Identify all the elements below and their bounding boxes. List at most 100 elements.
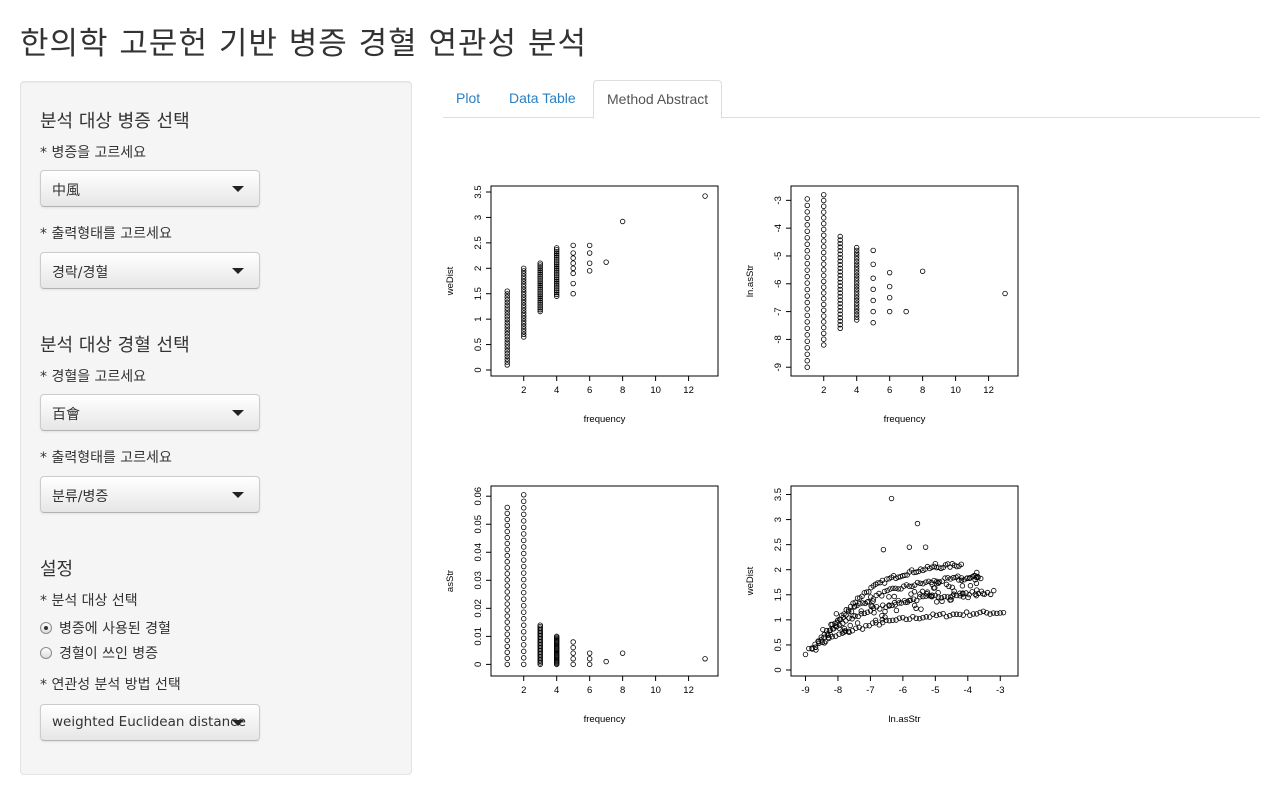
data-point (980, 591, 986, 597)
x-tick-label: 12 (683, 385, 694, 396)
data-point (950, 611, 956, 617)
data-point (521, 550, 527, 557)
y-tick-label: 3.5 (473, 185, 484, 198)
data-point (504, 328, 510, 334)
y-tick-label: 1.5 (473, 287, 484, 300)
data-point (881, 588, 888, 595)
data-point (843, 607, 849, 613)
data-point (990, 610, 997, 616)
data-point (537, 266, 543, 272)
data-point (537, 625, 543, 631)
data-point (853, 303, 860, 309)
chevron-down-icon (232, 268, 244, 274)
acupoint-select[interactable]: 百會 (40, 394, 260, 431)
data-point (537, 262, 543, 268)
data-point (957, 611, 963, 618)
radio-button[interactable] (40, 647, 52, 659)
y-axis-label: asStr (445, 570, 456, 592)
data-point (521, 524, 527, 531)
data-point (854, 620, 861, 626)
data-point (870, 308, 876, 315)
data-point (950, 575, 956, 581)
data-point (1002, 290, 1008, 297)
data-point (521, 583, 527, 589)
x-tick-label: 6 (887, 385, 892, 396)
data-point (866, 589, 872, 595)
data-point (537, 288, 543, 294)
data-point (504, 571, 510, 577)
data-point (932, 592, 938, 599)
data-point (821, 226, 827, 233)
data-point (521, 323, 527, 330)
data-point (804, 351, 810, 357)
data-point (958, 577, 965, 584)
data-point (504, 302, 510, 309)
disease-select[interactable]: 中風 (40, 170, 260, 207)
data-point (521, 492, 527, 498)
data-point (864, 599, 870, 605)
data-point (879, 617, 885, 623)
data-point (553, 261, 560, 268)
y-tick-label: 2.5 (773, 538, 784, 551)
data-point (858, 608, 864, 614)
data-point (935, 589, 941, 596)
data-point (537, 292, 543, 298)
scatter-panel-2: 2 4 6 8 10 12 -9 -8 -7 -6 -5 -4 -3 frequency ln.asStr (745, 185, 1019, 425)
data-point (804, 299, 810, 306)
x-tick-label: 8 (620, 385, 625, 396)
radio-option-disease-acupoints[interactable]: 병증에 사용된 경혈 (40, 619, 171, 637)
data-point (504, 565, 510, 571)
data-point (853, 278, 860, 284)
tab-data-table[interactable]: Data Table (509, 90, 576, 106)
data-point (886, 294, 893, 301)
data-point (804, 306, 810, 312)
tab-bar: Plot Data Table Method Abstract (443, 80, 1260, 119)
disease-output-select[interactable]: 경락/경혈 (40, 252, 260, 289)
x-tick-label: -4 (964, 685, 972, 696)
data-point (504, 325, 510, 331)
data-point (504, 350, 510, 357)
data-point (804, 280, 810, 286)
data-point (537, 305, 543, 311)
data-point (521, 622, 527, 628)
data-point (910, 613, 916, 620)
data-point (521, 537, 527, 544)
data-point (853, 281, 860, 287)
data-point (846, 615, 852, 621)
radio-button[interactable] (40, 622, 52, 634)
x-tick-label: -3 (996, 685, 1004, 696)
data-point (939, 598, 945, 605)
data-point (586, 661, 593, 668)
y-tick-label: 3 (473, 215, 484, 220)
data-point (909, 583, 915, 589)
radio-label: 경혈이 쓰인 병증 (59, 646, 159, 662)
data-point (504, 313, 510, 320)
acupoint-output-select[interactable]: 분류/병증 (40, 476, 260, 513)
data-point (813, 647, 819, 653)
data-point (702, 193, 708, 199)
target-label: * 분석 대상 선택 (40, 593, 138, 609)
data-point (913, 605, 919, 612)
data-point (521, 268, 527, 274)
data-point (929, 594, 935, 600)
data-point (977, 609, 983, 616)
data-point (836, 616, 843, 623)
tab-method-abstract[interactable]: Method Abstract (593, 80, 723, 119)
data-point (521, 576, 527, 583)
radio-option-acupoint-diseases[interactable]: 경혈이 쓰인 병증 (40, 644, 158, 662)
data-point (991, 587, 997, 594)
data-point (521, 596, 527, 602)
data-point (521, 321, 527, 327)
data-point (911, 602, 918, 609)
data-point (922, 544, 929, 550)
data-point (837, 286, 843, 293)
acupoint-output-value: 분류/병증 (52, 489, 109, 505)
data-point (812, 644, 819, 650)
tab-plot[interactable]: Plot (456, 90, 481, 106)
data-point (521, 505, 527, 511)
scatter-plot-matrix: 2 4 6 8 10 1200.511.522.533.5frequencyweDist2… (445, 185, 1019, 725)
data-point (821, 238, 827, 244)
x-tick-label: 8 (620, 685, 625, 696)
data-point (837, 269, 843, 275)
method-select[interactable]: weighted Euclidean distance (40, 704, 260, 741)
